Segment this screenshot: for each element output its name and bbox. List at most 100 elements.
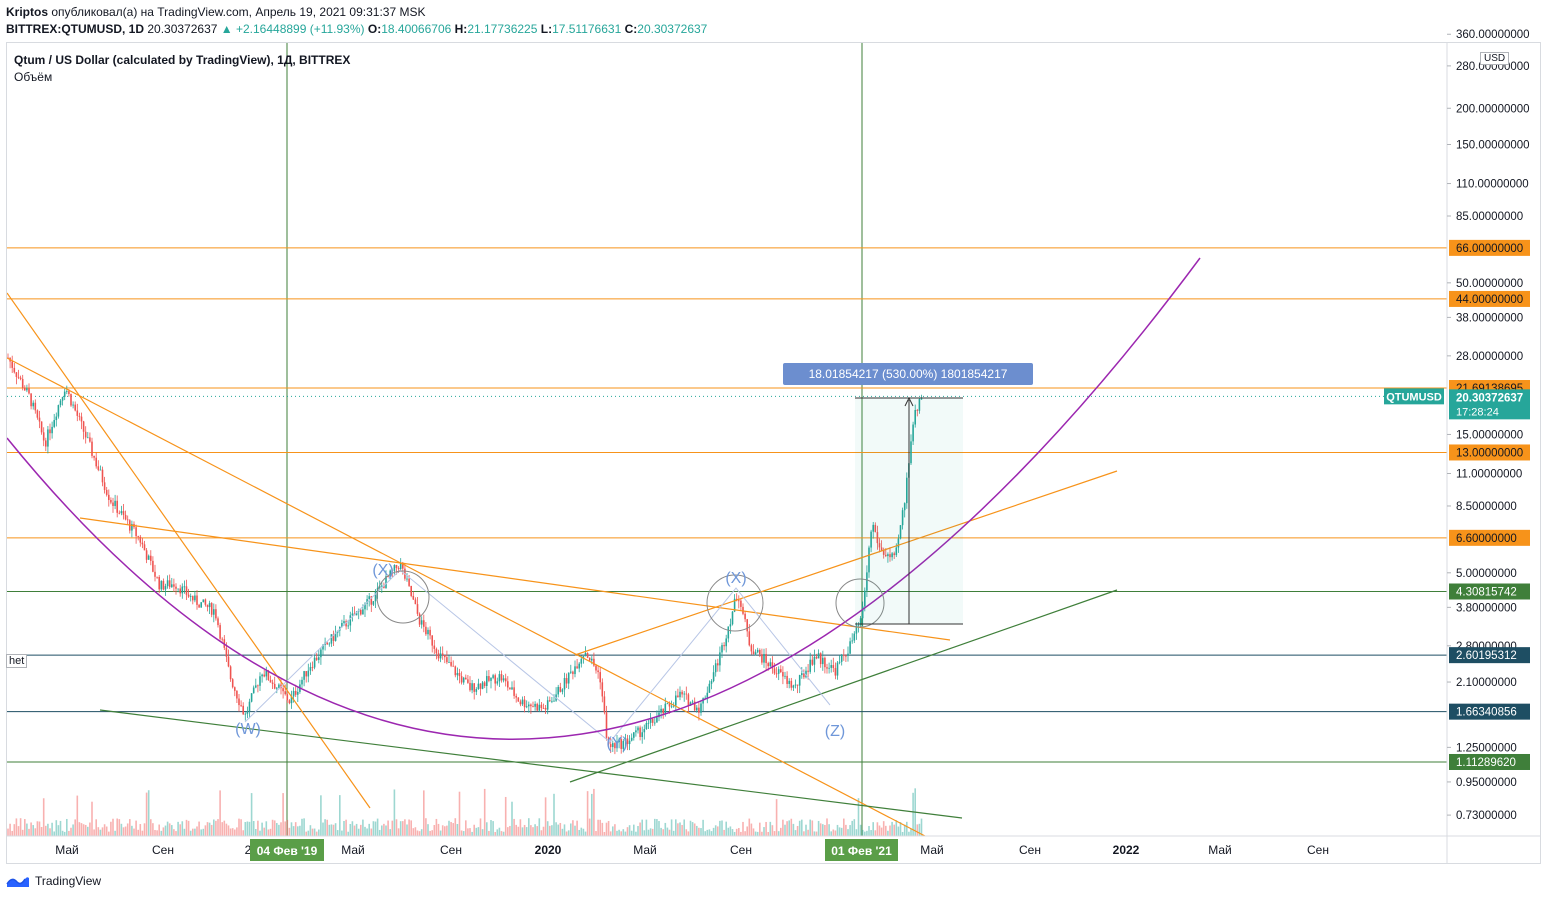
candle-body bbox=[374, 591, 377, 602]
volume-bar bbox=[912, 792, 914, 836]
volume-bar bbox=[637, 826, 639, 836]
high-value: 21.17736225 bbox=[467, 22, 538, 36]
volume-bar bbox=[47, 823, 49, 836]
candle-body bbox=[45, 440, 47, 447]
candle-body bbox=[727, 626, 730, 639]
candle-body bbox=[729, 624, 732, 627]
tradingview-brand[interactable]: TradingView bbox=[6, 874, 101, 888]
volume-bar bbox=[452, 823, 454, 836]
candle-body bbox=[565, 678, 568, 684]
volume-bar bbox=[179, 824, 181, 836]
price-tick-label: 3.80000000 bbox=[1456, 602, 1517, 614]
volume-bar bbox=[582, 828, 585, 836]
candle-body bbox=[158, 577, 160, 590]
candle-body bbox=[51, 426, 53, 434]
volume-bar bbox=[332, 824, 335, 836]
candle-body bbox=[801, 673, 803, 676]
candle-body bbox=[861, 606, 864, 619]
volume-bar bbox=[530, 825, 532, 836]
volume-bar bbox=[204, 825, 207, 836]
price-tick-label: 2.10000000 bbox=[1456, 677, 1517, 689]
candle-body bbox=[759, 649, 761, 655]
candle-body bbox=[675, 695, 677, 706]
candle-body bbox=[540, 704, 543, 708]
candle-body bbox=[712, 672, 715, 682]
volume-bar bbox=[811, 820, 814, 836]
volume-bar bbox=[238, 818, 240, 836]
volume-bar bbox=[173, 829, 175, 836]
candle-body bbox=[874, 524, 877, 533]
volume-bar bbox=[696, 825, 698, 836]
candle-body bbox=[687, 694, 690, 706]
candle-body bbox=[666, 703, 669, 705]
candle-body bbox=[225, 647, 228, 657]
candle-body bbox=[717, 663, 719, 666]
volume-bar bbox=[803, 831, 805, 836]
volume-bar bbox=[101, 827, 104, 836]
candle-body bbox=[351, 613, 354, 616]
candle-body bbox=[580, 658, 583, 664]
volume-bar bbox=[288, 827, 291, 836]
symbol-tag-box bbox=[1384, 388, 1444, 405]
volume-bar bbox=[723, 829, 725, 836]
volume-bar bbox=[26, 823, 28, 836]
volume-bar bbox=[210, 824, 213, 836]
candle-body bbox=[853, 633, 856, 641]
candle-body bbox=[767, 663, 769, 667]
candle-body bbox=[177, 588, 179, 590]
candle-body bbox=[118, 512, 121, 514]
volume-bar bbox=[893, 824, 895, 836]
candle-body bbox=[206, 604, 209, 608]
candle-body bbox=[263, 674, 265, 677]
volume-bar bbox=[427, 824, 429, 836]
volume-bar bbox=[790, 818, 793, 836]
candle-body bbox=[551, 700, 553, 702]
candle-body bbox=[897, 538, 900, 548]
volume-bar bbox=[462, 831, 465, 836]
volume-bar bbox=[416, 830, 419, 836]
candle-body bbox=[393, 565, 396, 571]
candle-body bbox=[528, 704, 530, 707]
candle-body bbox=[408, 578, 410, 586]
volume-bar bbox=[712, 827, 715, 836]
volume-bar bbox=[769, 821, 772, 836]
plot-area bbox=[7, 43, 1447, 836]
volume-bar bbox=[616, 830, 618, 836]
candle-body bbox=[761, 654, 763, 663]
candle-body bbox=[315, 657, 318, 660]
volume-bar bbox=[735, 828, 738, 836]
volume-bar bbox=[868, 826, 870, 836]
candle-body bbox=[196, 595, 198, 605]
volume-bar bbox=[17, 826, 20, 836]
volume-bar bbox=[183, 828, 186, 836]
candle-body bbox=[330, 634, 333, 644]
candle-body bbox=[681, 691, 683, 695]
volume-bar bbox=[158, 824, 160, 836]
volume-bar bbox=[63, 831, 66, 836]
volume-bar bbox=[395, 819, 398, 836]
volume-bar bbox=[813, 831, 816, 836]
candle-body bbox=[523, 699, 526, 708]
highlight-circle bbox=[706, 574, 764, 632]
candle-body bbox=[120, 511, 123, 514]
volume-bar bbox=[162, 827, 165, 836]
candle-body bbox=[72, 404, 74, 406]
volume-bar bbox=[805, 824, 807, 836]
candle-body bbox=[509, 687, 511, 690]
time-tick-label: 2020 bbox=[535, 843, 562, 857]
candle-body bbox=[622, 740, 625, 749]
candle-body bbox=[586, 653, 589, 658]
currency-badge[interactable]: USD bbox=[1480, 52, 1510, 65]
volume-bar bbox=[567, 830, 570, 836]
volume-bar bbox=[784, 824, 786, 836]
volume-bar bbox=[840, 827, 843, 836]
volume-bar bbox=[488, 830, 490, 836]
volume-bar bbox=[733, 831, 736, 836]
volume-bar bbox=[607, 820, 610, 836]
candle-body bbox=[34, 402, 37, 411]
candle-body bbox=[616, 742, 618, 749]
volume-bar bbox=[152, 823, 154, 836]
volume-bar bbox=[599, 819, 601, 836]
volume-bar bbox=[370, 828, 373, 836]
